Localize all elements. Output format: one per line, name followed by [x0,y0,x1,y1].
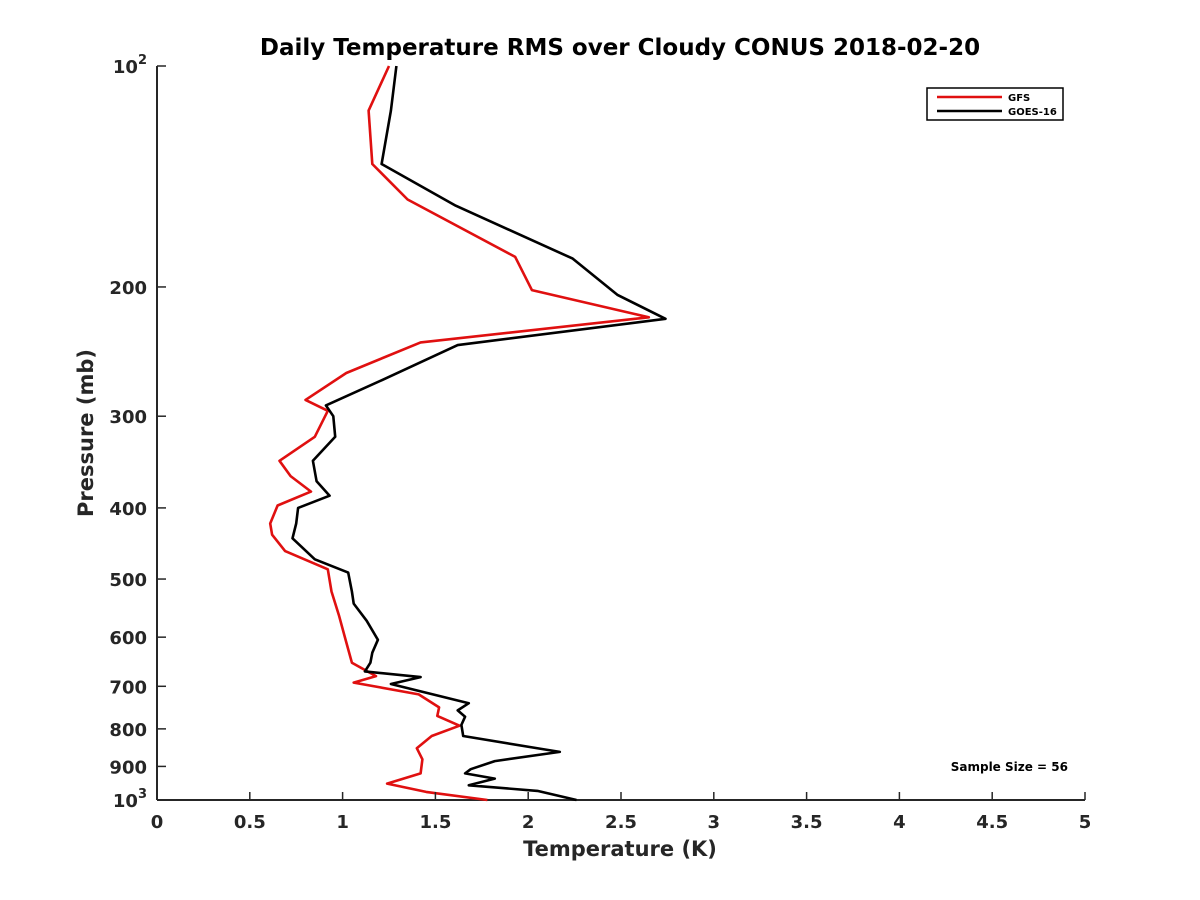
sample-size-annotation: Sample Size = 56 [951,760,1068,774]
y-ticks: 102 200 300 400 500 600 700 800 900 103 [109,53,166,812]
x-tick-label: 3.5 [791,812,823,833]
y-axis-label: Pressure (mb) [74,349,98,517]
x-tick-label: 0.5 [234,812,266,833]
x-tick-label: 5 [1079,812,1092,833]
x-tick-label: 4 [893,812,906,833]
y-tick-label: 102 [113,53,147,78]
series-line-goes-16 [291,65,667,802]
x-tick-label: 2 [522,812,535,833]
y-tick-label: 200 [109,278,147,299]
x-tick-label: 3 [708,812,721,833]
x-tick-label: 4.5 [976,812,1008,833]
x-axis-label: Temperature (K) [523,837,717,861]
series-line-gfs [268,65,651,802]
y-tick-label: 300 [109,407,147,428]
plot-area: 0 0.5 1 1.5 2 2.5 3 3.5 4 4.5 5 102 200 300 400 500 600… [109,53,1091,833]
legend-box [926,87,1064,121]
y-tick-label: 600 [109,628,147,649]
x-tick-label: 0 [151,812,164,833]
legend-items: GFS GOES-16 [937,93,1057,118]
series-layer [268,65,667,802]
y-tick-label: 700 [109,677,147,698]
x-tick-label: 1.5 [419,812,451,833]
legend: GFS GOES-16 [926,87,1064,121]
legend-label: GOES-16 [1008,107,1057,118]
y-tick-label: 800 [109,720,147,741]
y-tick-label: 500 [109,570,147,591]
y-tick-label: 900 [109,757,147,778]
x-ticks: 0 0.5 1 1.5 2 2.5 3 3.5 4 4.5 5 [151,792,1092,833]
y-tick-label: 103 [113,787,147,812]
y-tick-label: 400 [109,499,147,520]
chart-title: Daily Temperature RMS over Cloudy CONUS … [260,35,980,61]
x-tick-label: 2.5 [605,812,637,833]
legend-label: GFS [1008,93,1030,104]
x-tick-label: 1 [336,812,349,833]
